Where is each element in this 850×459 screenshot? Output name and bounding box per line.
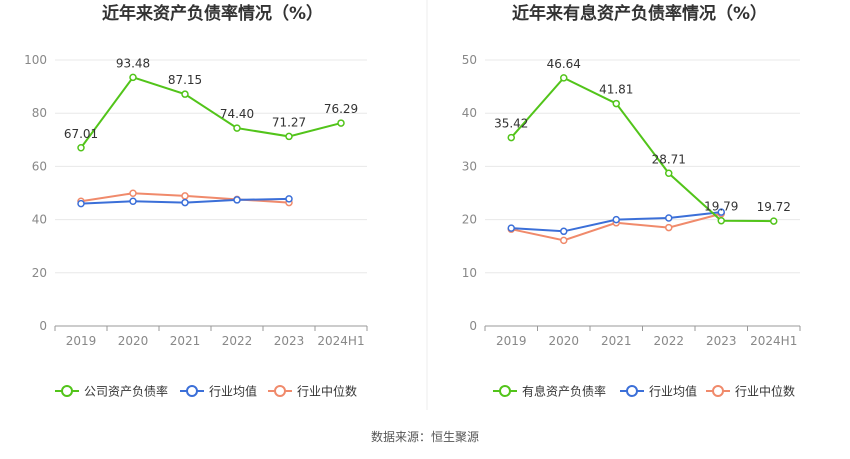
x-tick-label: 2021 — [601, 334, 632, 348]
chart-interest-debt-ratio: 0 10 20 30 40 50 2019 2020 2021 2022 2023 2024H1 35.… — [462, 53, 801, 399]
data-point — [665, 214, 673, 222]
data-point — [129, 73, 137, 82]
chart-title-debt-ratio: 近年来资产负债率情况（%） — [101, 4, 324, 24]
x-tick-label: 2022 — [653, 334, 684, 348]
data-label: 76.29 — [324, 102, 358, 116]
data-point — [181, 192, 189, 200]
data-point — [181, 90, 189, 98]
y-tick-label: 40 — [462, 106, 477, 120]
data-point — [560, 236, 568, 245]
data-point — [285, 132, 293, 141]
data-point — [129, 197, 137, 205]
data-point — [77, 144, 85, 152]
y-tick-label: 0 — [39, 319, 47, 333]
y-tick-label: 0 — [469, 319, 477, 333]
data-point — [665, 223, 673, 232]
y-tick-label: 10 — [462, 266, 477, 280]
data-label: 87.15 — [168, 73, 202, 87]
y-tick-label: 50 — [462, 53, 477, 67]
data-label: 19.79 — [704, 200, 738, 214]
data-point — [233, 124, 241, 132]
data-point — [665, 169, 673, 178]
legend-marker — [499, 385, 511, 397]
data-point — [507, 133, 515, 142]
data-label: 41.81 — [599, 83, 633, 97]
legend-label: 公司资产负债率 — [84, 384, 168, 399]
data-point — [507, 224, 515, 232]
data-point — [612, 215, 620, 224]
data-label: 71.27 — [272, 115, 306, 129]
y-tick-label: 40 — [32, 213, 47, 227]
y-tick-label: 20 — [462, 213, 477, 227]
legend-label: 行业中位数 — [735, 384, 795, 399]
data-point — [770, 217, 778, 225]
data-point — [77, 199, 85, 208]
y-tick-label: 100 — [24, 53, 47, 67]
x-tick-label: 2024H1 — [750, 334, 797, 348]
data-label: 35.42 — [494, 117, 528, 131]
legend-label: 有息资产负债率 — [522, 384, 606, 399]
legend-label: 行业均值 — [649, 384, 697, 399]
legend-marker — [186, 385, 198, 397]
data-label: 67.01 — [64, 127, 98, 141]
series-line — [510, 76, 774, 223]
x-tick-label: 2023 — [274, 334, 305, 348]
legend-marker — [626, 385, 638, 397]
series-line — [80, 76, 342, 149]
y-tick-label: 30 — [462, 159, 477, 173]
data-point — [233, 196, 241, 204]
legend-marker — [61, 385, 73, 397]
data-point — [612, 99, 620, 108]
source-note: 数据来源：恒生聚源 — [370, 430, 479, 444]
x-tick-label: 2019 — [496, 334, 527, 348]
x-tick-label: 2022 — [222, 334, 253, 348]
x-tick-label: 2020 — [548, 334, 579, 348]
x-tick-label: 2024H1 — [317, 334, 364, 348]
data-point — [560, 227, 568, 236]
y-tick-label: 60 — [32, 159, 47, 173]
y-tick-label: 20 — [32, 266, 47, 280]
x-tick-label: 2021 — [170, 334, 201, 348]
y-tick-label: 80 — [32, 106, 47, 120]
data-point — [181, 198, 189, 207]
data-label: 74.40 — [220, 107, 254, 121]
data-point — [337, 119, 345, 127]
legend-label: 行业中位数 — [297, 384, 357, 399]
data-label: 19.72 — [757, 200, 791, 214]
x-tick-label: 2019 — [66, 334, 97, 348]
legend-marker — [274, 385, 286, 397]
data-point — [560, 74, 568, 82]
chart-debt-ratio: 0 20 40 60 80 100 2019 2020 2021 2022 2023 2024H1 67… — [24, 53, 368, 399]
data-point — [285, 195, 293, 203]
x-tick-label: 2023 — [706, 334, 737, 348]
legend-label: 行业均值 — [209, 384, 257, 399]
data-label: 46.64 — [547, 57, 581, 71]
data-point — [129, 189, 137, 198]
data-point — [717, 208, 725, 216]
data-label: 28.71 — [652, 152, 686, 166]
x-tick-label: 2020 — [118, 334, 149, 348]
legend-marker — [712, 385, 724, 397]
chart-title-interest-debt-ratio: 近年来有息资产负债率情况（%） — [511, 4, 768, 24]
data-label: 93.48 — [116, 56, 150, 70]
data-point — [717, 216, 725, 225]
